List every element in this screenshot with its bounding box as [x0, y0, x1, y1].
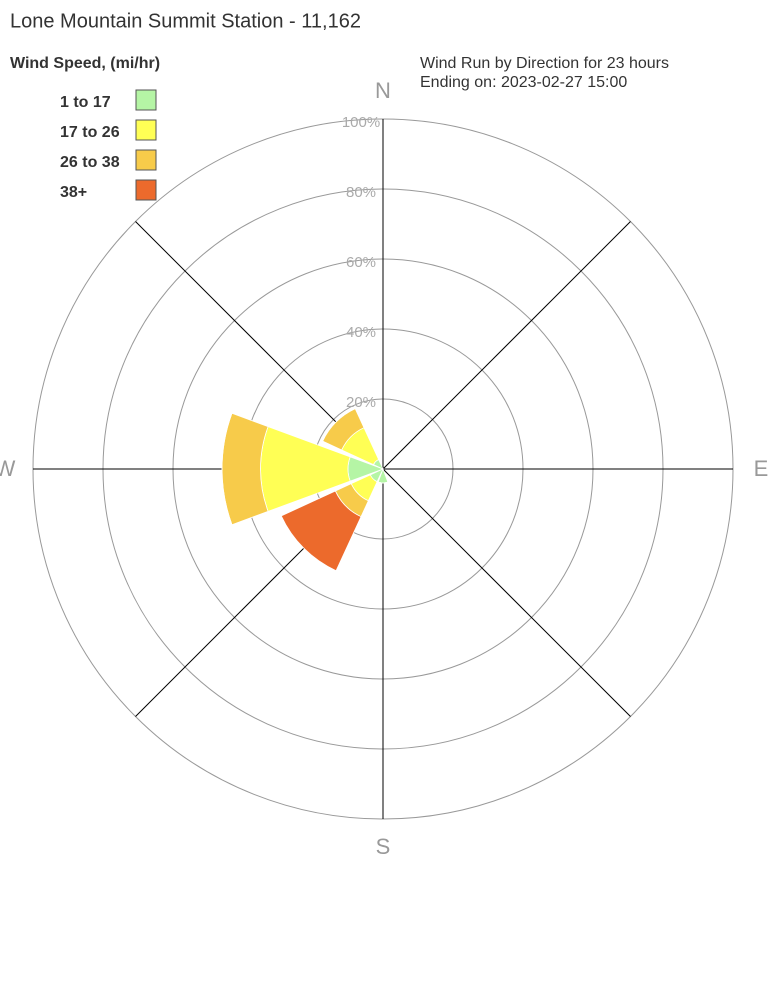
direction-label: E	[754, 456, 768, 481]
legend-swatch	[135, 179, 157, 201]
wedge-segment	[280, 490, 362, 572]
r-tick-label: 40%	[346, 324, 376, 341]
legend-swatch	[135, 89, 157, 111]
direction-label: N	[375, 78, 391, 103]
legend-label: 38+	[60, 184, 87, 201]
r-tick-label: 80%	[346, 184, 376, 201]
legend-swatch	[135, 149, 157, 171]
r-tick-label: 60%	[346, 254, 376, 271]
direction-label: W	[0, 456, 16, 481]
subtitle: Ending on: 2023-02-27 15:00	[420, 74, 627, 91]
legend-swatch	[135, 119, 157, 141]
chart-title: Lone Mountain Summit Station - 11,162	[10, 10, 361, 32]
legend-title: Wind Speed, (mi/hr)	[10, 55, 160, 72]
legend-label: 17 to 26	[60, 124, 120, 141]
r-tick-label: 100%	[342, 114, 380, 131]
direction-label: S	[376, 834, 391, 859]
r-tick-label: 20%	[346, 394, 376, 411]
legend-label: 26 to 38	[60, 154, 120, 171]
legend-label: 1 to 17	[60, 94, 111, 111]
subtitle: Wind Run by Direction for 23 hours	[420, 55, 669, 72]
